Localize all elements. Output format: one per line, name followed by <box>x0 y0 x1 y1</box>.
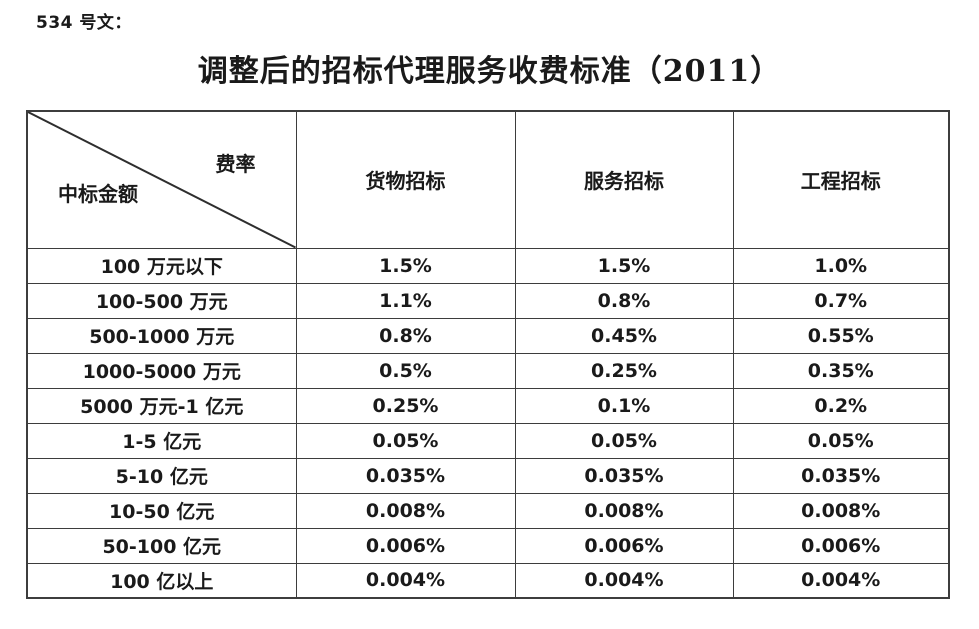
rate-cell-engineering: 0.7% <box>732 282 950 319</box>
amount-cell: 50-100 亿元 <box>26 527 297 564</box>
rate-cell-goods: 0.035% <box>295 457 516 494</box>
rate-cell-engineering: 0.004% <box>732 562 950 599</box>
amount-cell: 100 万元以下 <box>26 247 297 284</box>
rate-cell-goods: 0.5% <box>295 352 516 389</box>
rate-cell-engineering: 1.0% <box>732 247 950 284</box>
rate-cell-engineering: 0.35% <box>732 352 950 389</box>
rate-cell-services: 0.006% <box>514 527 734 564</box>
amount-cell: 100 亿以上 <box>26 562 297 599</box>
corner-label-amount: 中标金额 <box>58 182 138 206</box>
page-title: 调整后的招标代理服务收费标准（2011） <box>197 54 782 89</box>
rate-cell-goods: 0.008% <box>295 492 516 529</box>
amount-cell: 500-1000 万元 <box>26 317 297 354</box>
corner-label-rate: 费率 <box>215 152 256 176</box>
fee-rate-table: 费率 中标金额 货物招标 服务招标 工程招标 100 万元以下 1.5% 1.5… <box>26 110 950 599</box>
table-row: 100 亿以上 0.004% 0.004% 0.004% <box>26 562 950 599</box>
table-row: 50-100 亿元 0.006% 0.006% 0.006% <box>26 527 950 564</box>
rate-cell-services: 0.45% <box>514 317 734 354</box>
table-row: 5-10 亿元 0.035% 0.035% 0.035% <box>26 457 950 494</box>
table-row: 5000 万元-1 亿元 0.25% 0.1% 0.2% <box>26 387 950 424</box>
corner-header-cell: 费率 中标金额 <box>26 110 297 249</box>
rate-cell-engineering: 0.006% <box>732 527 950 564</box>
diagonal-divider-line <box>28 112 295 247</box>
table-row: 10-50 亿元 0.008% 0.008% 0.008% <box>26 492 950 529</box>
rate-cell-goods: 0.8% <box>295 317 516 354</box>
rate-cell-services: 0.8% <box>514 282 734 319</box>
table-row: 500-1000 万元 0.8% 0.45% 0.55% <box>26 317 950 354</box>
rate-cell-engineering: 0.2% <box>732 387 950 424</box>
rate-cell-goods: 0.05% <box>295 422 516 459</box>
rate-cell-services: 0.008% <box>514 492 734 529</box>
amount-cell: 100-500 万元 <box>26 282 297 319</box>
table-row: 100 万元以下 1.5% 1.5% 1.0% <box>26 247 950 284</box>
table-row: 1000-5000 万元 0.5% 0.25% 0.35% <box>26 352 950 389</box>
rate-cell-services: 0.035% <box>514 457 734 494</box>
rate-cell-services: 1.5% <box>514 247 734 284</box>
rate-cell-goods: 0.004% <box>295 562 516 599</box>
rate-cell-engineering: 0.55% <box>732 317 950 354</box>
rate-cell-services: 0.1% <box>514 387 734 424</box>
rate-cell-engineering: 0.035% <box>732 457 950 494</box>
doc-ref-number: 534 号文： <box>36 13 132 33</box>
rate-cell-services: 0.05% <box>514 422 734 459</box>
rate-cell-goods: 0.25% <box>295 387 516 424</box>
amount-cell: 5000 万元-1 亿元 <box>26 387 297 424</box>
rate-cell-goods: 0.006% <box>295 527 516 564</box>
rate-cell-services: 0.25% <box>514 352 734 389</box>
rate-cell-engineering: 0.05% <box>732 422 950 459</box>
table-row: 100-500 万元 1.1% 0.8% 0.7% <box>26 282 950 319</box>
amount-cell: 5-10 亿元 <box>26 457 297 494</box>
column-header-services: 服务招标 <box>514 110 734 249</box>
rate-cell-engineering: 0.008% <box>732 492 950 529</box>
table-row: 1-5 亿元 0.05% 0.05% 0.05% <box>26 422 950 459</box>
rate-cell-services: 0.004% <box>514 562 734 599</box>
table-header-row: 费率 中标金额 货物招标 服务招标 工程招标 <box>26 110 950 249</box>
amount-cell: 10-50 亿元 <box>26 492 297 529</box>
amount-cell: 1000-5000 万元 <box>26 352 297 389</box>
column-header-engineering: 工程招标 <box>732 110 950 249</box>
rate-cell-goods: 1.1% <box>295 282 516 319</box>
column-header-goods: 货物招标 <box>295 110 516 249</box>
rate-cell-goods: 1.5% <box>295 247 516 284</box>
amount-cell: 1-5 亿元 <box>26 422 297 459</box>
